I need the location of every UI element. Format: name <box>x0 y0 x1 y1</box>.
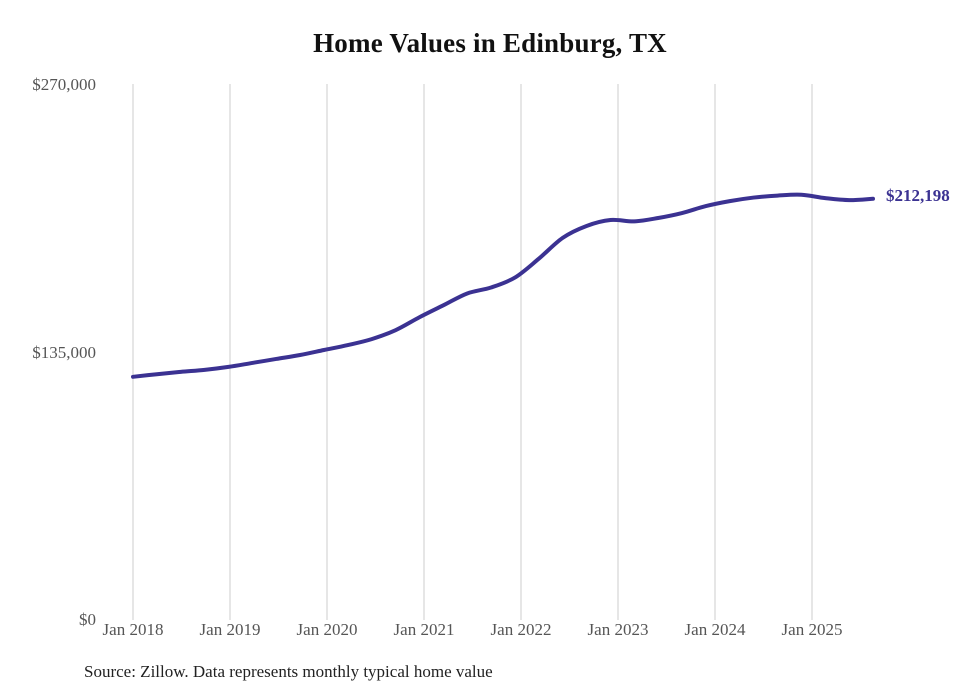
x-axis-tick-jan-2021: Jan 2021 <box>393 620 455 639</box>
gridlines <box>132 84 813 620</box>
x-axis-tick-jan-2023: Jan 2023 <box>587 620 649 639</box>
y-axis-tick-270000: $270,000 <box>32 75 96 94</box>
x-axis-tick-jan-2022: Jan 2022 <box>490 620 552 639</box>
series-line-typical-home-value <box>131 192 875 379</box>
series-end-value-label: $212,198 <box>886 185 950 205</box>
x-axis-tick-jan-2024: Jan 2024 <box>684 620 746 639</box>
source-footnote: Source: Zillow. Data represents monthly … <box>84 662 493 681</box>
y-axis: $270,000 $135,000 $0 <box>0 0 96 699</box>
x-axis-tick-jan-2020: Jan 2020 <box>296 620 358 639</box>
x-axis-tick-jan-2018: Jan 2018 <box>102 620 164 639</box>
x-axis-tick-jan-2019: Jan 2019 <box>199 620 261 639</box>
page-title: Home Values in Edinburg, TX <box>313 28 667 58</box>
x-axis: Jan 2018 Jan 2019 Jan 2020 Jan 2021 Jan 2022… <box>0 620 980 660</box>
y-axis-tick-0: $0 <box>79 610 96 629</box>
y-axis-tick-135000: $135,000 <box>32 343 96 362</box>
x-axis-tick-jan-2025: Jan 2025 <box>781 620 843 639</box>
